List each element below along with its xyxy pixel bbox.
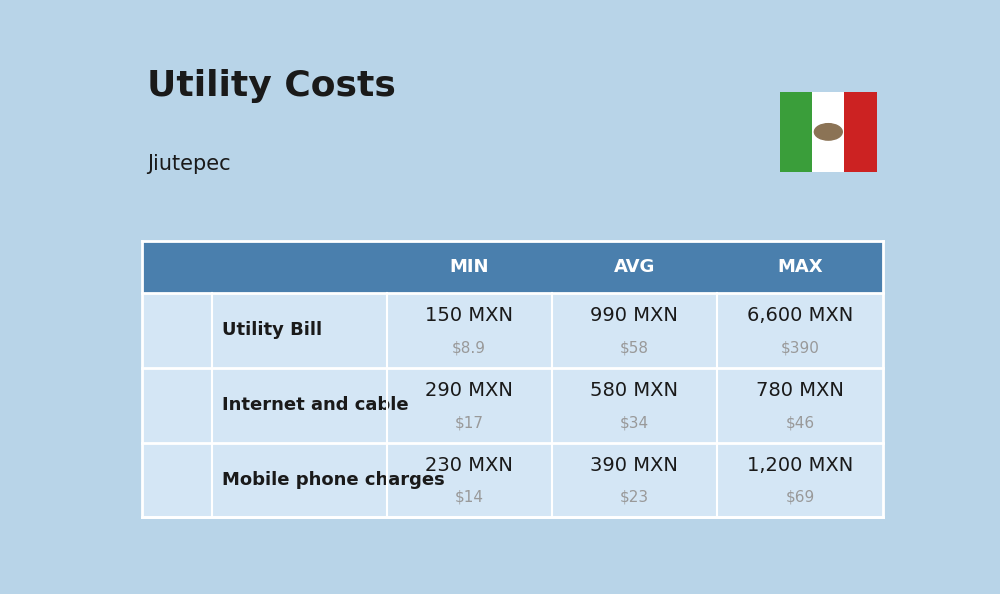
Text: Utility Costs: Utility Costs [147,69,396,103]
Text: Mobile phone charges: Mobile phone charges [222,471,444,489]
Text: 150 MXN: 150 MXN [425,307,513,326]
Text: Utility Bill: Utility Bill [222,321,322,339]
Text: MIN: MIN [449,258,489,276]
Bar [387,241,552,293]
Bar [812,92,844,172]
Circle shape [814,124,842,140]
Bar [717,241,883,293]
Text: 390 MXN: 390 MXN [590,456,678,475]
Text: MAX: MAX [777,258,823,276]
Text: 6,600 MXN: 6,600 MXN [747,307,853,326]
Text: 580 MXN: 580 MXN [590,381,678,400]
Text: $34: $34 [620,415,649,430]
Bar [780,92,812,172]
Bar [844,92,877,172]
Text: $46: $46 [785,415,815,430]
Text: $8.9: $8.9 [452,340,486,355]
Text: $23: $23 [620,490,649,505]
Bar [142,443,883,517]
Bar [142,368,883,443]
Bar [146,300,209,361]
Text: Internet and cable: Internet and cable [222,396,408,414]
Text: 290 MXN: 290 MXN [425,381,513,400]
Text: $69: $69 [785,490,815,505]
Text: 990 MXN: 990 MXN [590,307,678,326]
Bar [142,241,212,293]
Text: $390: $390 [781,340,819,355]
Bar [146,450,209,510]
Bar [146,375,209,435]
Text: 1,200 MXN: 1,200 MXN [747,456,853,475]
Text: $58: $58 [620,340,649,355]
Bar [142,293,883,368]
Text: Jiutepec: Jiutepec [147,154,230,174]
Text: $14: $14 [455,490,484,505]
Text: 780 MXN: 780 MXN [756,381,844,400]
Text: AVG: AVG [614,258,655,276]
Text: $17: $17 [455,415,484,430]
Bar [212,241,387,293]
Text: 230 MXN: 230 MXN [425,456,513,475]
Bar [552,241,717,293]
